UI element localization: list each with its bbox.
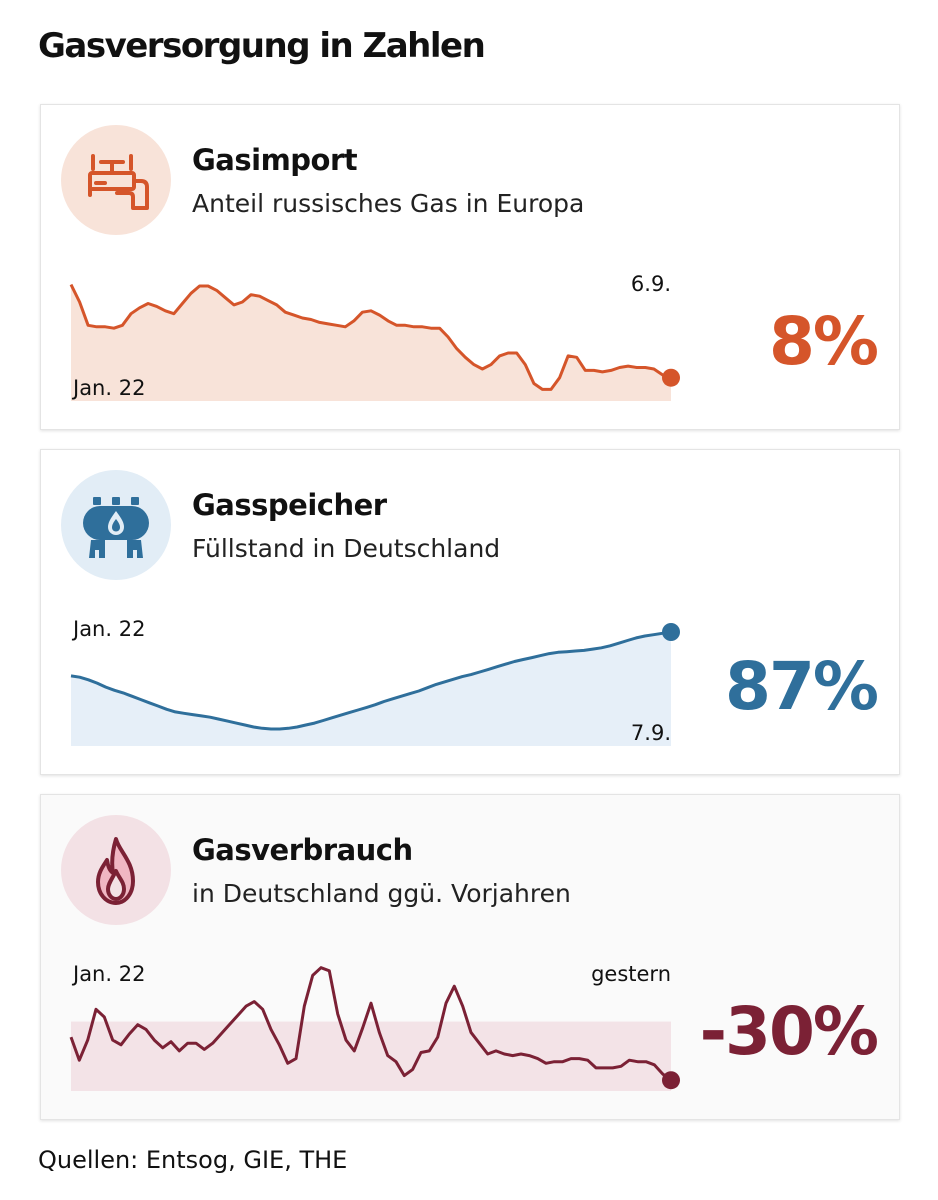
gasspeicher-start-label: Jan. 22 bbox=[71, 617, 145, 641]
gasimport-end-label: 6.9. bbox=[631, 272, 671, 296]
gasspeicher-card: Gasspeicher Füllstand in Deutschland Jan… bbox=[40, 449, 900, 775]
gasspeicher-end-point bbox=[662, 623, 680, 641]
gasimport-start-label: Jan. 22 bbox=[71, 376, 145, 400]
gasverbrauch-value: -30% bbox=[699, 993, 879, 1070]
gasverbrauch-title: Gasverbrauch bbox=[192, 833, 413, 867]
gasspeicher-line bbox=[70, 630, 672, 731]
gasspeicher-subtitle: Füllstand in Deutschland bbox=[192, 534, 501, 563]
gasimport-value: 8% bbox=[768, 303, 879, 380]
gasimport-line bbox=[69, 283, 672, 391]
gasimport-icon-circle bbox=[61, 125, 171, 235]
gasimport-card: Gasimport Anteil russisches Gas in Europ… bbox=[40, 104, 900, 430]
gasverbrauch-subtitle: in Deutschland ggü. Vorjahren bbox=[192, 879, 571, 908]
gasspeicher-value: 87% bbox=[725, 648, 879, 725]
faucet-icon bbox=[88, 154, 149, 210]
gasspeicher-title: Gasspeicher bbox=[192, 488, 387, 522]
gasspeicher-end-label: 7.9. bbox=[631, 721, 671, 745]
gas-tank-icon bbox=[83, 497, 149, 558]
gasimport-end-point bbox=[662, 368, 680, 387]
gasimport-area bbox=[71, 284, 671, 401]
gasverbrauch-end-label: gestern bbox=[591, 962, 671, 986]
gasverbrauch-reference-band bbox=[71, 1021, 671, 1091]
gasspeicher-chart: Jan. 22 7.9. bbox=[70, 617, 680, 746]
gasspeicher-icon-circle bbox=[61, 470, 171, 580]
gasimport-chart: Jan. 22 6.9. bbox=[69, 272, 680, 401]
gasverbrauch-end-point bbox=[662, 1071, 680, 1090]
gasverbrauch-card: Gasverbrauch in Deutschland ggü. Vorjahr… bbox=[40, 794, 900, 1120]
sources-note: Quellen: Entsog, GIE, THE bbox=[38, 1146, 348, 1174]
gasverbrauch-chart: Jan. 22 gestern bbox=[69, 962, 680, 1091]
gasverbrauch-start-label: Jan. 22 bbox=[71, 962, 145, 986]
flame-icon bbox=[96, 837, 135, 905]
gasverbrauch-line bbox=[69, 966, 672, 1082]
gasverbrauch-icon-circle bbox=[61, 815, 171, 925]
gasimport-title: Gasimport bbox=[192, 143, 358, 177]
gasimport-subtitle: Anteil russisches Gas in Europa bbox=[192, 189, 585, 218]
page-title: Gasversorgung in Zahlen bbox=[38, 26, 486, 66]
gasspeicher-area bbox=[71, 632, 671, 746]
